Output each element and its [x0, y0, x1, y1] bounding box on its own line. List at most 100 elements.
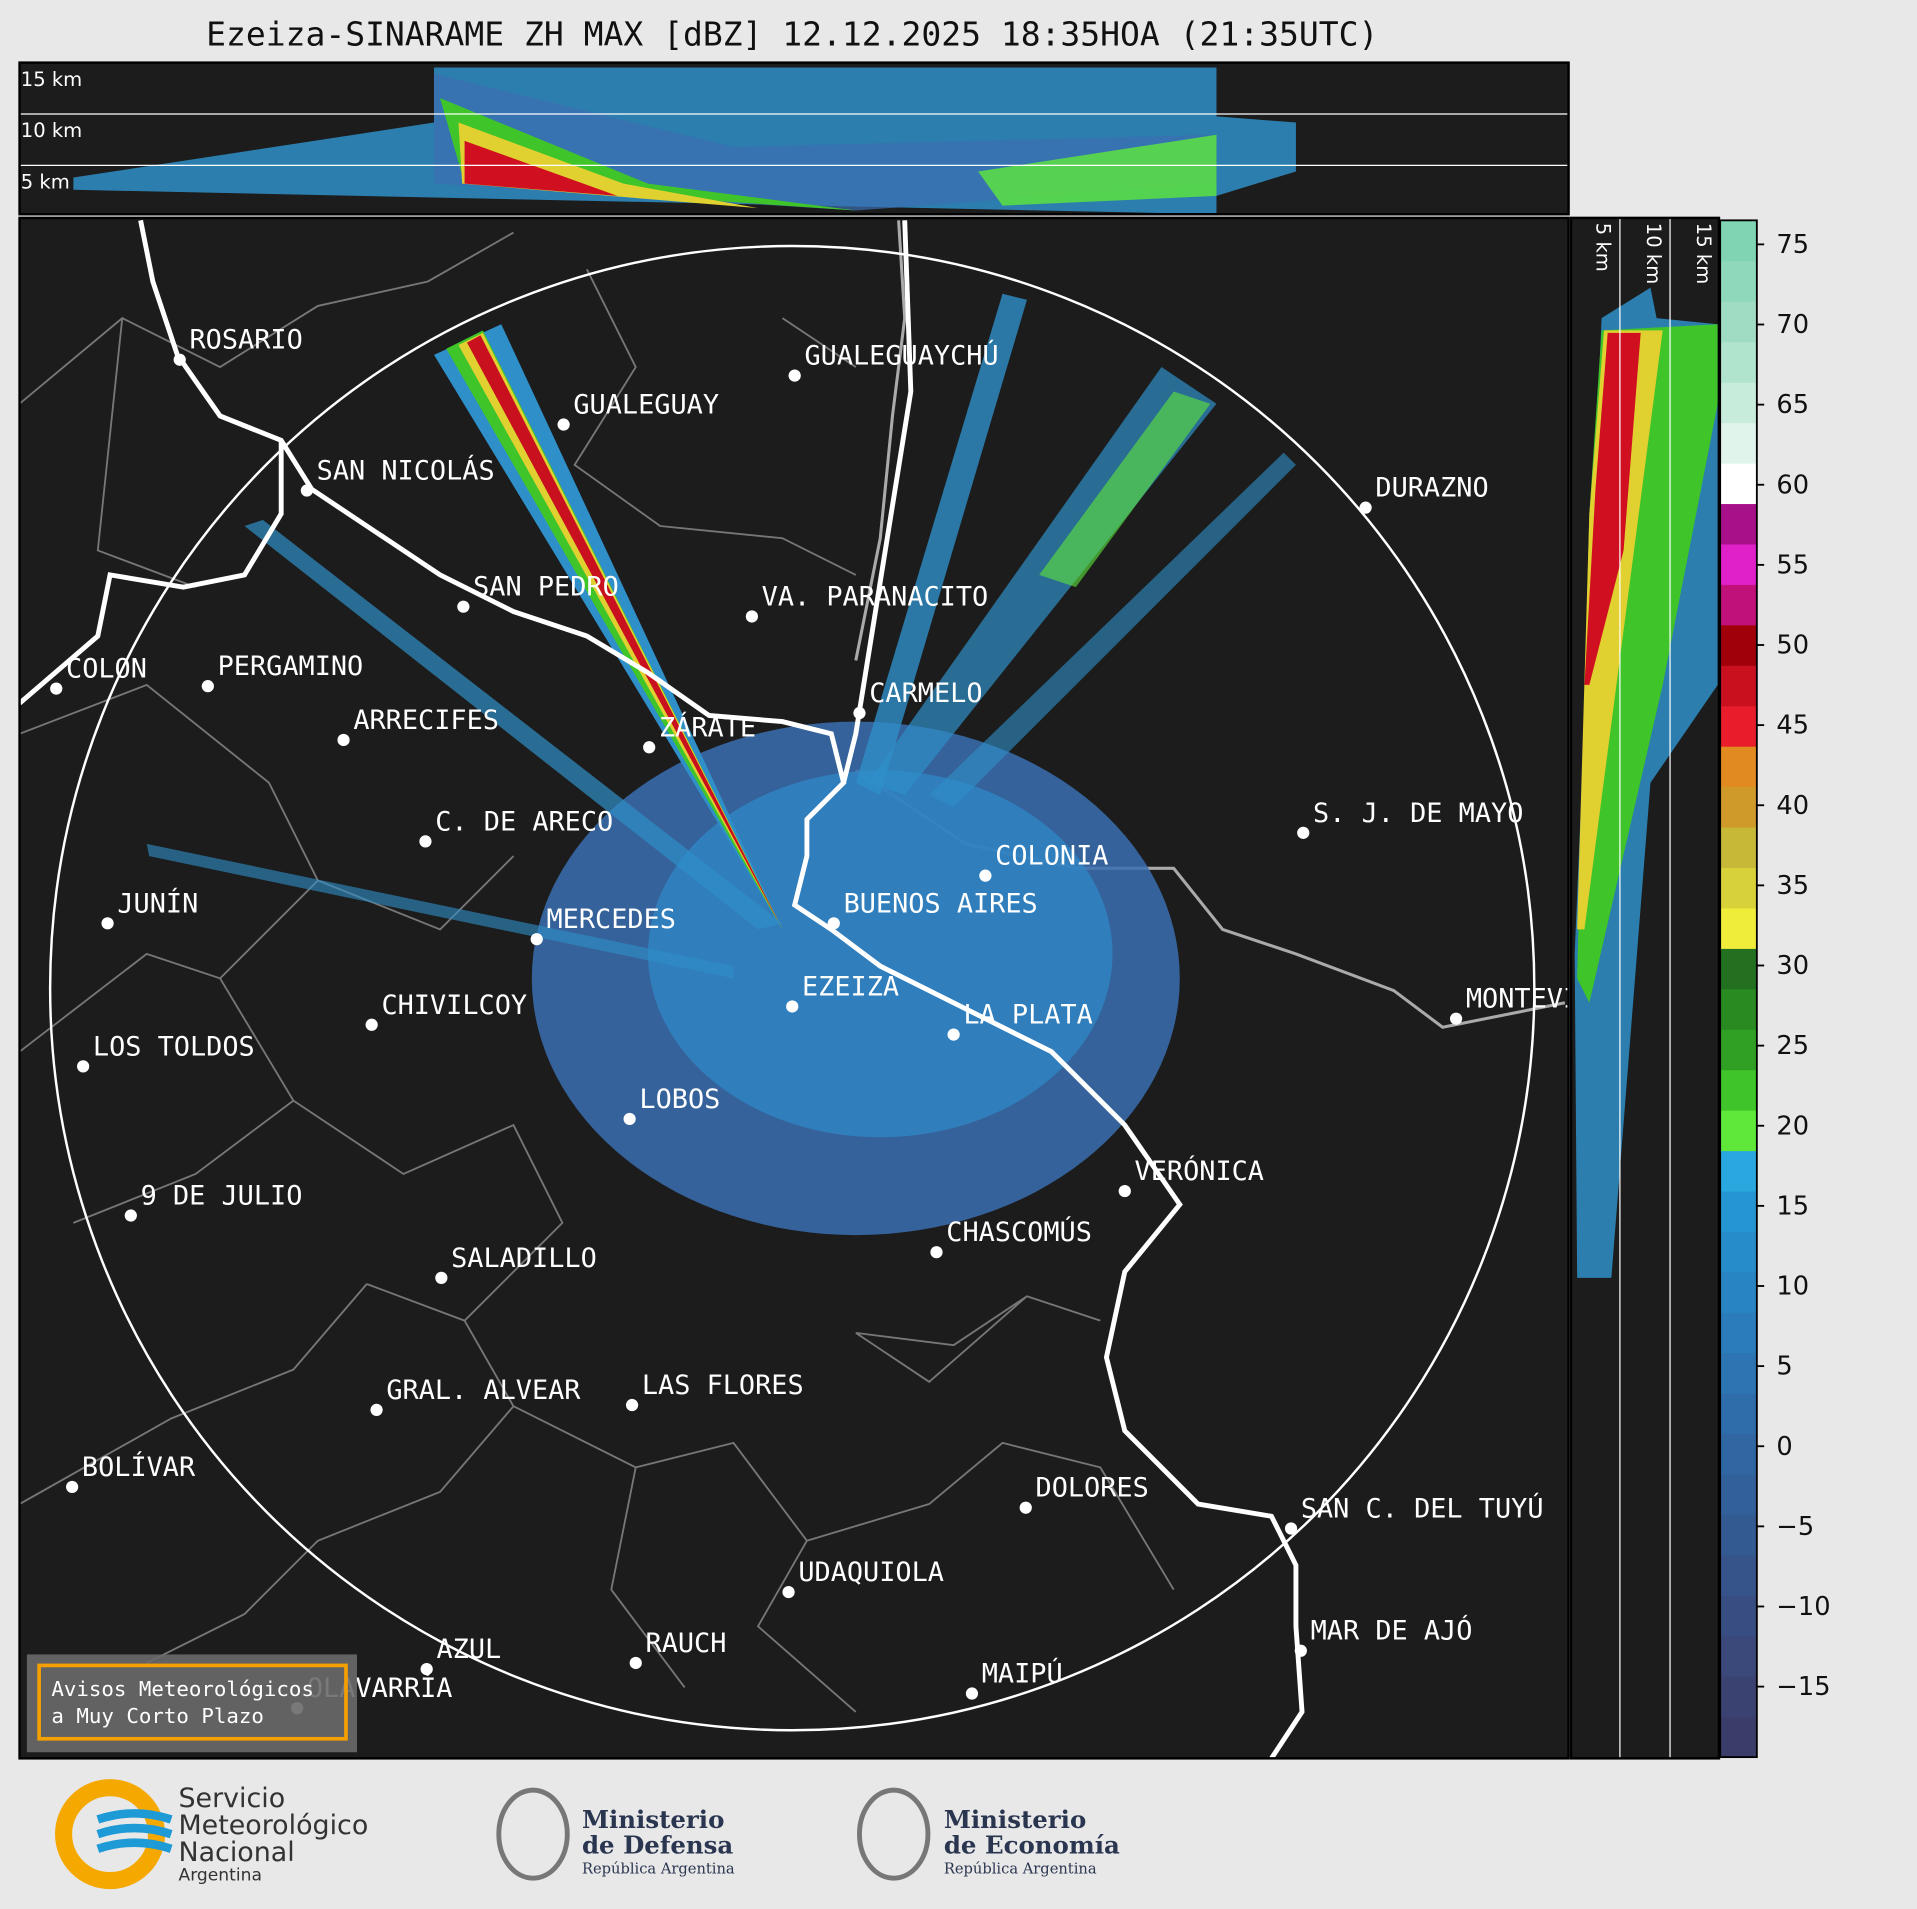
city-dot	[50, 682, 63, 695]
city-dot	[300, 484, 313, 497]
tick-label: 5	[1776, 1352, 1792, 1382]
city-label: EZEIZA	[802, 971, 899, 1002]
tick-label: 30	[1776, 951, 1809, 981]
tick-label: 70	[1776, 310, 1809, 340]
city-dot	[788, 369, 801, 382]
notice-text: Avisos Meteorológicos	[51, 1677, 314, 1701]
colorbar-band	[1720, 1069, 1757, 1111]
city-dot	[745, 610, 758, 623]
echo	[458, 332, 783, 930]
notice-text: a Muy Corto Plazo	[51, 1704, 264, 1728]
logo-text: Meteorológico	[178, 1810, 368, 1841]
colorbar-band	[1720, 462, 1757, 505]
city-dot	[1297, 826, 1310, 839]
colorbar-band	[1720, 1433, 1757, 1475]
echo	[978, 134, 1217, 206]
logo-text: de Defensa	[582, 1831, 733, 1860]
city-dot	[643, 741, 656, 754]
city-label: DOLORES	[1036, 1473, 1149, 1504]
city-dot	[365, 1018, 378, 1031]
city-dot	[930, 1246, 943, 1259]
city-dot	[623, 1112, 636, 1126]
city-label: GUALEGUAYCHÚ	[804, 340, 998, 372]
city-dot	[435, 1271, 448, 1284]
notice-box	[26, 1654, 357, 1753]
logo-defensa: Ministerio de Defensa República Argentin…	[496, 1787, 735, 1881]
city-label: 9 DE JULIO	[141, 1181, 303, 1212]
colorbar-band	[1720, 301, 1757, 343]
cities: ROSARIO GUALEGUAY GUALEGUAYCHÚ SAN NICOLÁS D…	[50, 325, 1569, 1715]
city-dot	[201, 680, 214, 693]
tick-label: 55	[1776, 550, 1809, 580]
city-label: LAS FLORES	[642, 1370, 804, 1401]
height-label: 15 km	[1692, 223, 1715, 284]
top-profile	[19, 62, 1569, 215]
city-dot	[782, 1585, 795, 1599]
tick-label: 45	[1776, 711, 1809, 741]
logo-text: Nacional	[178, 1837, 294, 1868]
tick-label: −10	[1776, 1592, 1830, 1622]
city-label: SAN C. DEL TUYÚ	[1301, 1492, 1544, 1524]
city-dot	[1449, 1012, 1463, 1025]
colorbar-band	[1720, 1150, 1757, 1192]
colorbar-band	[1720, 260, 1757, 302]
logo-text: Servicio	[178, 1783, 285, 1814]
colorbar-band	[1720, 867, 1757, 909]
logo-economia: Ministerio de Economía República Argenti…	[857, 1787, 1120, 1881]
city-label: S. J. DE MAYO	[1313, 798, 1523, 829]
city-label: VERÓNICA	[1135, 1155, 1264, 1187]
colorbar-band	[1720, 1231, 1757, 1273]
colorbar-band	[1720, 1110, 1757, 1152]
city-label: GRAL. ALVEAR	[386, 1375, 581, 1406]
range-ring	[48, 244, 1536, 1732]
city-dot	[337, 733, 350, 747]
city-dot	[1019, 1501, 1032, 1514]
logo-text: Ministerio	[944, 1805, 1086, 1834]
tick-label: 75	[1776, 230, 1809, 260]
colorbar-band	[1720, 1271, 1757, 1313]
city-label: CHIVILCOY	[381, 990, 527, 1021]
colorbar-band	[1720, 1716, 1757, 1758]
city-label: SAN PEDRO	[473, 572, 619, 603]
city-label: VA. PARANACITO	[762, 581, 989, 612]
logo-text: de Economía	[944, 1831, 1120, 1860]
city-label: BOLÍVAR	[82, 1451, 196, 1483]
height-label: 10 km	[1642, 223, 1665, 284]
city-label: LOS TOLDOS	[93, 1031, 255, 1062]
height-label: 15 km	[21, 68, 82, 91]
side-profile	[1571, 217, 1719, 1759]
echo	[464, 140, 618, 196]
echo	[929, 452, 1296, 808]
colorbar-band	[1720, 1595, 1757, 1637]
city-dot	[420, 1662, 433, 1676]
city-dot	[1359, 501, 1372, 514]
echo	[446, 330, 783, 930]
city-label: ROSARIO	[189, 325, 302, 356]
tick-label: 20	[1776, 1111, 1809, 1141]
city-dot	[965, 1687, 979, 1700]
notice-border[interactable]	[37, 1663, 348, 1741]
city-label: JUNÍN	[117, 887, 198, 919]
colorbar-band	[1720, 948, 1757, 990]
city-label: C. DE ARECO	[435, 806, 613, 837]
panel-frame	[1569, 216, 1721, 1760]
colorbar-band	[1720, 907, 1757, 949]
colorbar-band	[1720, 422, 1757, 464]
colorbar-band	[1720, 665, 1757, 707]
colorbar-band	[1720, 1635, 1757, 1677]
height-label: 5 km	[1592, 223, 1615, 272]
city-label: LOBOS	[639, 1084, 720, 1115]
colorbar-band	[1720, 1554, 1757, 1596]
tick-label: −15	[1776, 1672, 1830, 1702]
city-dot	[1294, 1644, 1307, 1657]
colorbar-band	[1720, 584, 1757, 626]
city-label: COLONIA	[995, 841, 1108, 872]
city-dot	[853, 706, 866, 720]
city-label: CARMELO	[869, 678, 982, 709]
city-dot	[979, 869, 992, 882]
city-dot	[557, 418, 570, 431]
city-dot	[1284, 1522, 1298, 1535]
city-label: MERCEDES	[546, 904, 675, 935]
echo	[647, 770, 1113, 1138]
tick-label: 65	[1776, 390, 1809, 420]
